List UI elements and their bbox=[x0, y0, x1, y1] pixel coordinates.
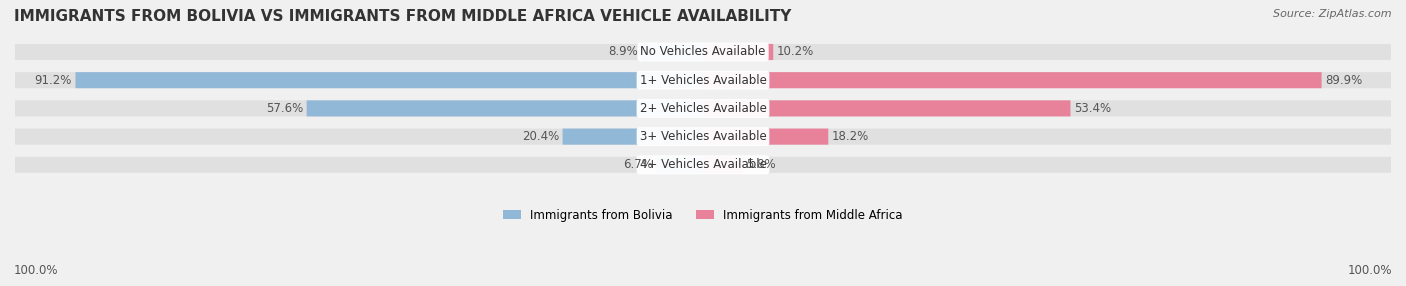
Legend: Immigrants from Bolivia, Immigrants from Middle Africa: Immigrants from Bolivia, Immigrants from… bbox=[498, 204, 908, 227]
FancyBboxPatch shape bbox=[703, 157, 742, 173]
FancyBboxPatch shape bbox=[703, 44, 773, 60]
Text: 18.2%: 18.2% bbox=[832, 130, 869, 143]
Text: 100.0%: 100.0% bbox=[1347, 265, 1392, 277]
Text: Source: ZipAtlas.com: Source: ZipAtlas.com bbox=[1274, 9, 1392, 19]
FancyBboxPatch shape bbox=[703, 72, 1322, 88]
Text: 89.9%: 89.9% bbox=[1324, 74, 1362, 87]
FancyBboxPatch shape bbox=[307, 100, 703, 116]
Text: 2+ Vehicles Available: 2+ Vehicles Available bbox=[640, 102, 766, 115]
FancyBboxPatch shape bbox=[641, 44, 703, 60]
FancyBboxPatch shape bbox=[15, 44, 1391, 60]
FancyBboxPatch shape bbox=[15, 129, 1391, 145]
Text: 5.8%: 5.8% bbox=[747, 158, 776, 171]
Text: 91.2%: 91.2% bbox=[35, 74, 72, 87]
Text: 10.2%: 10.2% bbox=[776, 45, 814, 58]
Text: 8.9%: 8.9% bbox=[609, 45, 638, 58]
Text: 3+ Vehicles Available: 3+ Vehicles Available bbox=[640, 130, 766, 143]
Text: 6.7%: 6.7% bbox=[624, 158, 654, 171]
Text: No Vehicles Available: No Vehicles Available bbox=[640, 45, 766, 58]
FancyBboxPatch shape bbox=[703, 129, 828, 145]
Text: 53.4%: 53.4% bbox=[1074, 102, 1111, 115]
Text: 100.0%: 100.0% bbox=[14, 265, 59, 277]
FancyBboxPatch shape bbox=[76, 72, 703, 88]
FancyBboxPatch shape bbox=[562, 129, 703, 145]
Text: 57.6%: 57.6% bbox=[266, 102, 304, 115]
Text: IMMIGRANTS FROM BOLIVIA VS IMMIGRANTS FROM MIDDLE AFRICA VEHICLE AVAILABILITY: IMMIGRANTS FROM BOLIVIA VS IMMIGRANTS FR… bbox=[14, 9, 792, 23]
FancyBboxPatch shape bbox=[657, 157, 703, 173]
FancyBboxPatch shape bbox=[15, 100, 1391, 116]
FancyBboxPatch shape bbox=[15, 72, 1391, 88]
Text: 20.4%: 20.4% bbox=[522, 130, 560, 143]
FancyBboxPatch shape bbox=[703, 100, 1070, 116]
FancyBboxPatch shape bbox=[15, 157, 1391, 173]
Text: 1+ Vehicles Available: 1+ Vehicles Available bbox=[640, 74, 766, 87]
Text: 4+ Vehicles Available: 4+ Vehicles Available bbox=[640, 158, 766, 171]
